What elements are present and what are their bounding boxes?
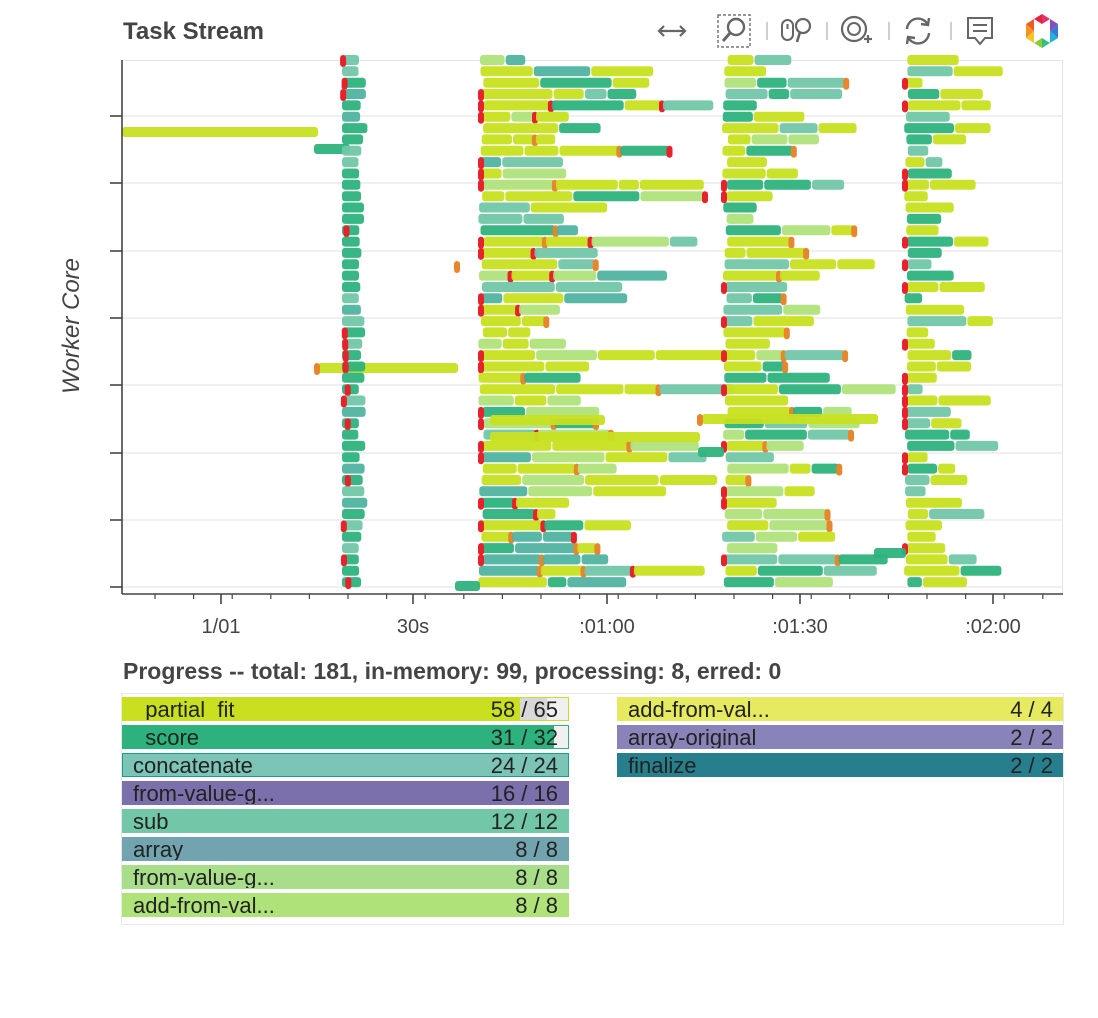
progress-bar-count: 2 / 2 — [1010, 753, 1053, 777]
progress-bar-label: add-from-val... — [628, 697, 770, 721]
progress-bar-count: 4 / 4 — [1010, 697, 1053, 721]
tap-icon — [840, 15, 872, 43]
progress-bar-count: 2 / 2 — [1010, 725, 1053, 749]
y-axis-label: Worker Core — [58, 257, 85, 395]
x-tick-label: :01:00 — [579, 616, 635, 638]
progress-bar-label: finalize — [628, 753, 697, 777]
progress-bar-label: _score — [133, 725, 200, 749]
progress-bar-label: concatenate — [133, 753, 253, 777]
xpan-tool-button[interactable] — [642, 6, 702, 56]
reset-icon — [905, 17, 931, 45]
progress-bar: array 8 / 8 — [122, 837, 569, 861]
progress-bar-label: add-from-val... — [133, 893, 275, 917]
progress-bar: finalize 2 / 2 — [617, 753, 1063, 777]
box-zoom-icon — [717, 14, 751, 48]
progress-bar: add-from-val... 4 / 4 — [617, 697, 1063, 721]
progress-title: Progress -- total: 181, in-memory: 99, p… — [123, 658, 782, 684]
x-tick-label: :01:30 — [772, 616, 828, 638]
progress-bar-count: 58 / 65 — [490, 697, 558, 721]
bokeh-logo-icon — [1026, 14, 1058, 48]
progress-bar: _partial_fit 58 / 65 — [122, 697, 569, 721]
progress-bar-label: array-original — [628, 725, 757, 749]
progress-bar: from-value-g... 8 / 8 — [122, 865, 569, 889]
x-tick-label: 30s — [396, 616, 430, 638]
progress-bar-label: array — [133, 837, 184, 861]
wheel-zoom-tool-button[interactable] — [766, 6, 826, 56]
bokeh-logo[interactable] — [1012, 6, 1072, 56]
task-stream-title: Task Stream — [123, 18, 264, 45]
progress-bar-count: 8 / 8 — [515, 893, 558, 917]
progress-bar: add-from-val... 8 / 8 — [122, 893, 569, 917]
progress-panel: _partial_fit 58 / 65 _score 31 / 32 concaten… — [121, 693, 1064, 925]
progress-bar-label: sub — [133, 809, 169, 833]
wheel-zoom-icon — [781, 17, 812, 43]
progress-bar-count: 8 / 8 — [515, 837, 558, 861]
plot-area[interactable] — [122, 60, 1063, 594]
tap-tool-button[interactable] — [826, 6, 886, 56]
reset-tool-button[interactable] — [888, 6, 948, 56]
progress-bar: _score 31 / 32 — [122, 725, 569, 749]
progress-bar-count: 31 / 32 — [490, 725, 558, 749]
progress-bar-label: from-value-g... — [133, 865, 275, 889]
progress-bar: concatenate 24 / 24 — [122, 753, 569, 777]
plot-toolbar — [640, 4, 1080, 60]
progress-bar-count: 12 / 12 — [490, 809, 558, 833]
x-tick-label: 1/01 — [201, 616, 241, 638]
progress-bar-label: _partial_fit — [133, 697, 235, 721]
progress-bar: array-original 2 / 2 — [617, 725, 1063, 749]
hover-tool-button[interactable] — [950, 6, 1010, 56]
hover-icon — [967, 17, 993, 46]
progress-bar: from-value-g... 16 / 16 — [122, 781, 569, 805]
progress-bar-label: from-value-g... — [133, 781, 275, 805]
progress-bar: sub 12 / 12 — [122, 809, 569, 833]
progress-bar-count: 24 / 24 — [490, 753, 558, 777]
progress-bar-count: 8 / 8 — [515, 865, 558, 889]
x-tick-label: :02:00 — [965, 616, 1021, 638]
box-zoom-tool-button[interactable] — [704, 6, 764, 56]
horizontal-arrows-icon — [657, 25, 687, 37]
progress-bar-count: 16 / 16 — [490, 781, 558, 805]
